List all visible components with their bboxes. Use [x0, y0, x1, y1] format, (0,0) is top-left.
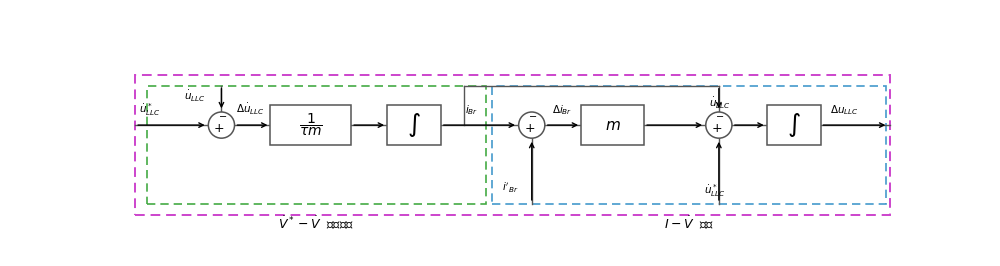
Text: $-$: $-$	[528, 110, 537, 120]
Text: $\Delta\dot{u}_{LLC}$: $\Delta\dot{u}_{LLC}$	[236, 102, 265, 117]
FancyBboxPatch shape	[767, 105, 820, 145]
Circle shape	[208, 112, 235, 138]
Text: $\dot{V}^*-\dot{V}$  归零控制: $\dot{V}^*-\dot{V}$ 归零控制	[278, 214, 354, 231]
Circle shape	[706, 112, 732, 138]
Text: $i'_{Br}$: $i'_{Br}$	[502, 180, 518, 194]
FancyBboxPatch shape	[387, 105, 441, 145]
Circle shape	[519, 112, 545, 138]
Text: $\Delta u_{LLC}$: $\Delta u_{LLC}$	[830, 103, 859, 117]
Text: $\dot{u}^*_{LLC}$: $\dot{u}^*_{LLC}$	[704, 182, 726, 199]
Text: $\dot{u}^*_{LLC}$: $\dot{u}^*_{LLC}$	[139, 101, 161, 118]
Text: $I-\dot{V}$  控制: $I-\dot{V}$ 控制	[664, 214, 714, 231]
Text: $\int$: $\int$	[407, 111, 421, 139]
Text: +: +	[214, 122, 224, 135]
Text: $-$: $-$	[218, 110, 227, 120]
Text: $i_{Br}$: $i_{Br}$	[465, 103, 479, 117]
Text: $\int$: $\int$	[787, 111, 800, 139]
Text: $\dot{u}_{LLC}$: $\dot{u}_{LLC}$	[709, 96, 731, 111]
Text: +: +	[711, 122, 722, 135]
Text: $\dfrac{1}{\tau m}$: $\dfrac{1}{\tau m}$	[299, 112, 323, 138]
Text: $\Delta i_{Br}$: $\Delta i_{Br}$	[552, 103, 573, 117]
FancyBboxPatch shape	[270, 105, 351, 145]
Text: $\dot{u}_{LLC}$: $\dot{u}_{LLC}$	[184, 89, 205, 104]
FancyBboxPatch shape	[581, 105, 644, 145]
Text: +: +	[524, 122, 535, 135]
Text: $-$: $-$	[715, 110, 724, 120]
Text: $m$: $m$	[605, 118, 621, 132]
